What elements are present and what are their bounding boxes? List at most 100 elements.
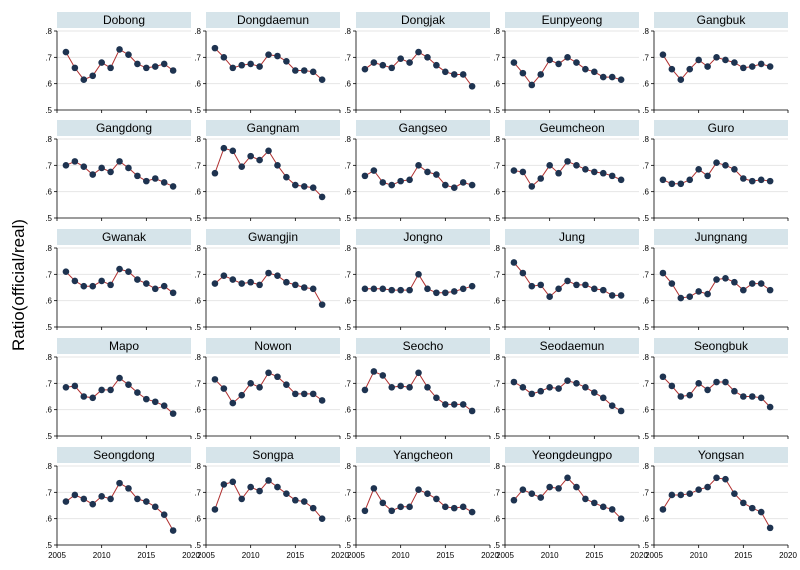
data-point bbox=[433, 171, 440, 178]
panel-jongno: Jongno .5 .6 .7 .8 bbox=[344, 229, 491, 332]
data-point bbox=[265, 147, 272, 155]
y-tick-label: .7 bbox=[493, 379, 500, 388]
data-point bbox=[379, 61, 387, 69]
data-point bbox=[220, 272, 228, 279]
data-point bbox=[406, 503, 413, 511]
data-point bbox=[80, 495, 88, 503]
data-point bbox=[274, 483, 281, 491]
data-point bbox=[731, 490, 738, 497]
data-point bbox=[468, 83, 476, 90]
panel-strip bbox=[654, 447, 788, 463]
y-axis-label: Ratio(official/real) bbox=[9, 219, 28, 351]
panel-strip bbox=[206, 120, 340, 136]
data-point bbox=[247, 483, 254, 491]
data-point bbox=[591, 285, 598, 293]
data-point bbox=[169, 67, 177, 74]
data-point bbox=[591, 68, 598, 76]
data-point bbox=[247, 152, 254, 160]
data-point bbox=[573, 483, 580, 491]
data-point bbox=[537, 387, 545, 395]
data-point bbox=[211, 44, 219, 52]
panel-dongdaemun: Dongdaemun .5 .6 .7 .8 bbox=[194, 12, 341, 115]
data-point bbox=[573, 380, 580, 387]
data-point bbox=[80, 76, 88, 84]
data-point bbox=[318, 76, 326, 84]
data-point bbox=[98, 164, 105, 172]
data-point bbox=[450, 184, 458, 192]
data-point bbox=[89, 171, 97, 178]
data-point bbox=[740, 175, 747, 182]
data-point bbox=[537, 71, 545, 78]
panel-strip bbox=[206, 447, 340, 463]
data-point bbox=[510, 167, 518, 174]
y-tick-label: .6 bbox=[344, 406, 351, 415]
data-point bbox=[748, 177, 756, 185]
y-tick-label: .7 bbox=[493, 270, 500, 279]
data-point bbox=[238, 495, 246, 503]
data-point bbox=[564, 54, 571, 61]
data-point bbox=[98, 59, 105, 66]
data-point bbox=[125, 485, 132, 492]
data-point bbox=[459, 71, 467, 78]
data-point bbox=[143, 177, 150, 185]
data-point bbox=[134, 276, 141, 283]
data-point bbox=[450, 401, 458, 408]
data-point bbox=[89, 500, 97, 508]
y-tick-label: .8 bbox=[642, 462, 649, 471]
data-point bbox=[125, 381, 132, 388]
data-point bbox=[424, 490, 431, 497]
data-point bbox=[292, 390, 299, 398]
data-point bbox=[151, 285, 159, 293]
data-point bbox=[370, 285, 378, 293]
data-point bbox=[300, 67, 308, 74]
data-point bbox=[546, 293, 553, 301]
data-point bbox=[309, 504, 317, 512]
data-point bbox=[406, 59, 413, 66]
panel-seongdong: Seongdong .5 .6 .7 .8 2005 2010 2015 2020 bbox=[45, 447, 200, 560]
data-point bbox=[582, 65, 589, 73]
x-tick-label: 2010 bbox=[93, 551, 111, 560]
data-point bbox=[582, 495, 589, 503]
panel-strip bbox=[505, 229, 639, 245]
x-tick-label: 2005 bbox=[645, 551, 663, 560]
data-point bbox=[300, 498, 308, 505]
y-tick-label: .6 bbox=[45, 80, 52, 89]
data-point bbox=[757, 508, 765, 516]
y-tick-label: .5 bbox=[642, 214, 649, 223]
panel-title: Geumcheon bbox=[539, 121, 604, 135]
data-point bbox=[442, 68, 449, 76]
data-point bbox=[125, 268, 132, 276]
data-point bbox=[459, 503, 467, 511]
data-point bbox=[686, 293, 694, 301]
data-point bbox=[388, 507, 396, 515]
x-tick-label: 2015 bbox=[734, 551, 752, 560]
data-point bbox=[80, 282, 88, 290]
data-point bbox=[143, 64, 150, 72]
y-tick-label: .7 bbox=[194, 53, 201, 62]
data-point bbox=[256, 281, 263, 289]
panel-seocho: Seocho .5 .6 .7 .8 bbox=[344, 338, 491, 441]
y-tick-label: .6 bbox=[194, 80, 201, 89]
y-tick-label: .7 bbox=[194, 270, 201, 279]
x-tick-label: 2015 bbox=[585, 551, 603, 560]
data-point bbox=[125, 164, 132, 172]
y-tick-label: .8 bbox=[45, 135, 52, 144]
data-point bbox=[397, 286, 404, 294]
data-point bbox=[160, 60, 168, 68]
data-point bbox=[107, 495, 114, 503]
data-point bbox=[229, 276, 237, 283]
data-point bbox=[686, 176, 694, 184]
data-point bbox=[160, 179, 168, 186]
data-point bbox=[659, 506, 667, 513]
data-point bbox=[388, 383, 396, 391]
data-point bbox=[318, 515, 326, 522]
data-point bbox=[450, 504, 458, 512]
data-point bbox=[555, 169, 562, 177]
data-point bbox=[379, 179, 387, 186]
data-point bbox=[98, 277, 105, 285]
data-point bbox=[713, 159, 720, 166]
panel-gangnam: Gangnam .5 .6 .7 .8 bbox=[194, 120, 341, 223]
data-point bbox=[748, 63, 756, 70]
panel-title: Seongbuk bbox=[694, 339, 749, 353]
y-tick-label: .7 bbox=[45, 161, 52, 170]
